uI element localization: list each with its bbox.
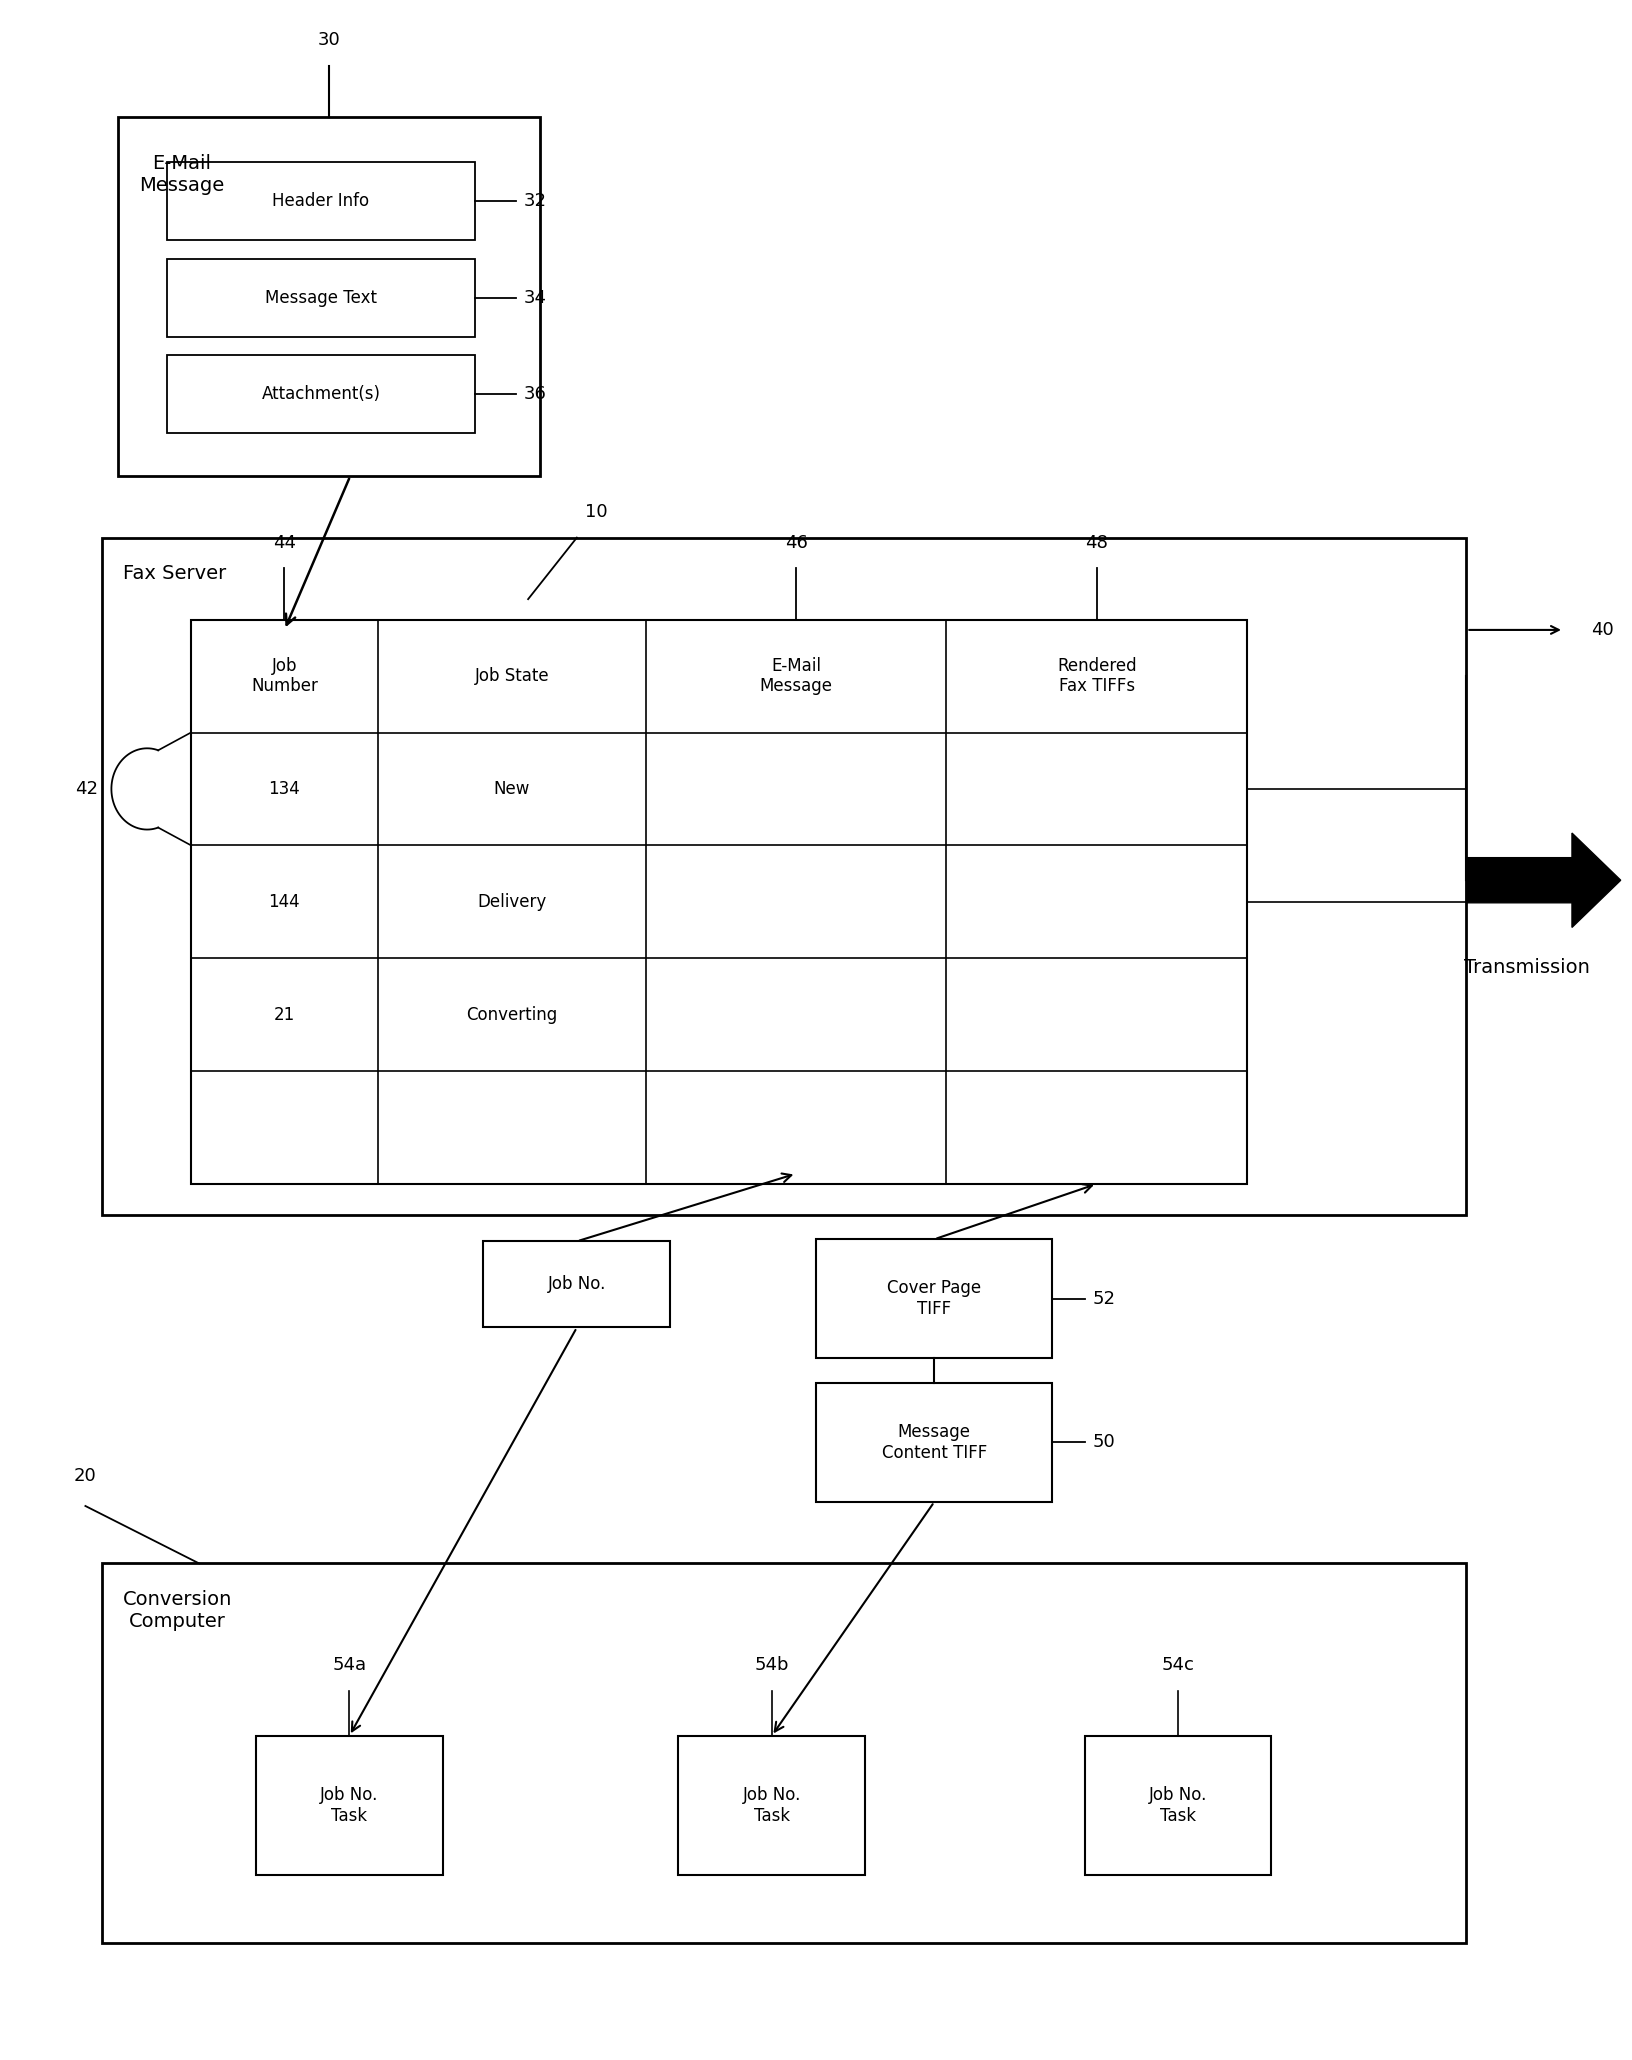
Text: E-Mail
Message: E-Mail Message (139, 154, 224, 196)
Text: Fax Server: Fax Server (122, 564, 225, 583)
Text: Converting: Converting (467, 1005, 557, 1024)
Text: 42: 42 (75, 781, 98, 797)
Text: 34: 34 (524, 288, 547, 307)
Text: 52: 52 (1092, 1290, 1115, 1308)
Text: 46: 46 (785, 534, 808, 552)
Bar (256, 1737, 442, 1875)
Bar (1084, 1737, 1271, 1875)
Bar (191, 620, 1247, 1184)
Text: Message
Content TIFF: Message Content TIFF (881, 1423, 986, 1463)
Text: Job No.
Task: Job No. Task (1147, 1786, 1206, 1825)
Text: 54c: 54c (1160, 1656, 1193, 1675)
Bar (118, 117, 540, 476)
Text: Attachment(s): Attachment(s) (261, 385, 380, 404)
Bar (166, 260, 475, 336)
Text: 54a: 54a (333, 1656, 366, 1675)
Bar (816, 1240, 1051, 1358)
Text: E-Mail
Message: E-Mail Message (759, 657, 832, 696)
Text: 20: 20 (73, 1467, 96, 1485)
Text: 134: 134 (268, 781, 300, 797)
Text: 32: 32 (524, 192, 547, 210)
Text: Rendered
Fax TIFFs: Rendered Fax TIFFs (1056, 657, 1136, 696)
Text: 36: 36 (524, 385, 547, 404)
Text: 40: 40 (1591, 620, 1612, 639)
Text: Delivery: Delivery (477, 892, 547, 911)
Bar (101, 1564, 1466, 1943)
Text: Message Text: Message Text (264, 288, 377, 307)
Text: New: New (493, 781, 530, 797)
Text: Job State: Job State (475, 667, 548, 686)
Text: Cover Page
TIFF: Cover Page TIFF (886, 1279, 981, 1318)
Bar (101, 538, 1466, 1215)
Text: Job No.
Task: Job No. Task (320, 1786, 379, 1825)
Polygon shape (1466, 832, 1619, 927)
Bar (166, 163, 475, 241)
Text: 48: 48 (1085, 534, 1108, 552)
Text: Transmission: Transmission (1464, 958, 1590, 976)
Text: 50: 50 (1092, 1434, 1115, 1452)
Bar (677, 1737, 865, 1875)
Text: Job No.
Task: Job No. Task (743, 1786, 801, 1825)
Text: 30: 30 (318, 31, 339, 49)
Text: Conversion
Computer: Conversion Computer (122, 1590, 232, 1632)
Text: Header Info: Header Info (273, 192, 369, 210)
Text: 144: 144 (268, 892, 300, 911)
Text: Job No.: Job No. (547, 1275, 605, 1294)
Bar (483, 1242, 669, 1327)
Text: 54b: 54b (754, 1656, 788, 1675)
Text: 44: 44 (273, 534, 295, 552)
Bar (166, 354, 475, 433)
Bar (816, 1382, 1051, 1502)
Text: 21: 21 (274, 1005, 295, 1024)
Text: Job
Number: Job Number (251, 657, 318, 696)
Text: 10: 10 (584, 503, 607, 521)
